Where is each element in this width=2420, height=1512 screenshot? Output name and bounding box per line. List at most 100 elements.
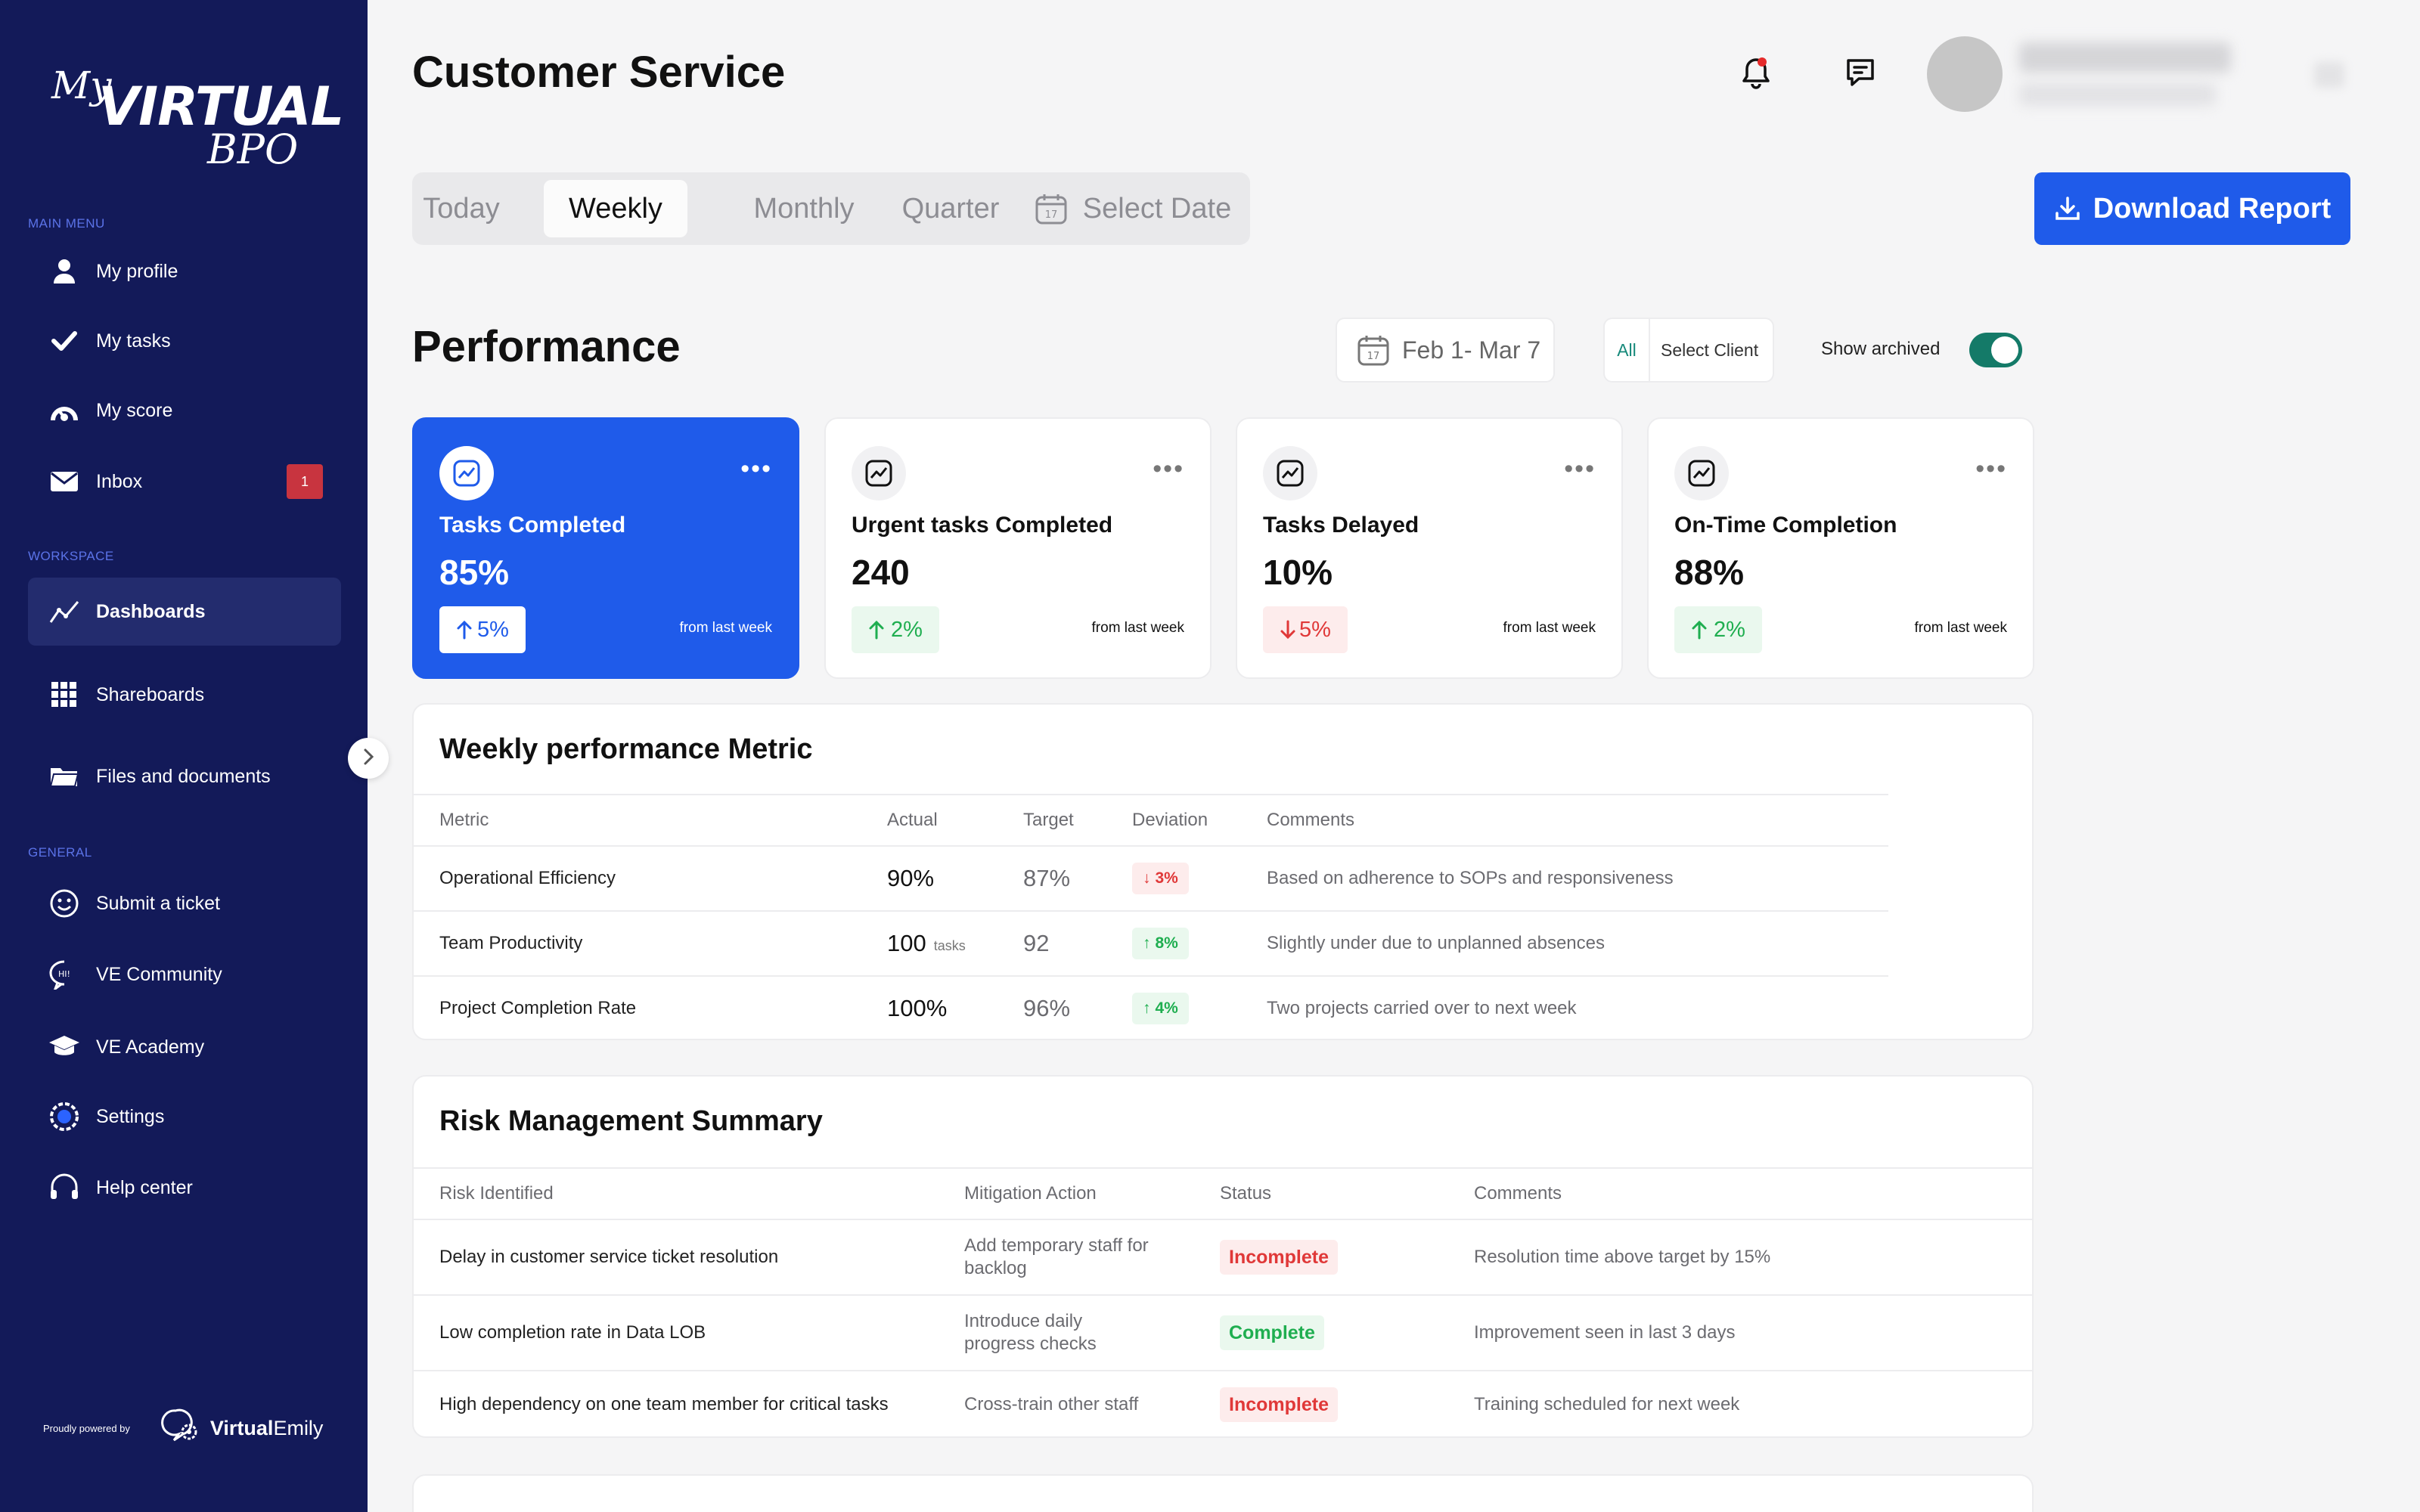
status-badge: Complete [1220, 1296, 1324, 1370]
gauge-icon [46, 392, 82, 429]
sidebar-item-label: Shareboards [96, 683, 205, 705]
calendar-icon: 17 [1035, 192, 1068, 225]
client-filter-all[interactable]: All [1605, 318, 1650, 383]
tab-monthly[interactable]: Monthly [753, 192, 855, 225]
tab-weekly[interactable]: Weekly [544, 180, 687, 237]
sidebar-item-inbox[interactable]: Inbox 1 [28, 448, 341, 516]
powered-by: Proudly powered by VirtualEmily [43, 1408, 323, 1449]
sidebar-item-ve-community[interactable]: HI! VE Community [28, 940, 341, 1009]
logo-my: My [51, 64, 112, 107]
column-header: Comments [1267, 810, 1355, 830]
stat-card-urgent-tasks[interactable]: ••• Urgent tasks Completed 240 2% from l… [824, 417, 1212, 679]
card-menu-icon[interactable]: ••• [1153, 454, 1184, 483]
table-row[interactable]: Delay in customer service ticket resolut… [414, 1220, 2032, 1296]
sidebar-item-label: Dashboards [96, 600, 206, 622]
card-from-text: from last week [1503, 620, 1596, 636]
risk-summary-header: Risk Identified Mitigation Action Status… [414, 1167, 2032, 1220]
app-logo[interactable]: My VIRTUAL BPO [45, 59, 344, 173]
table-row[interactable]: Team Productivity 100 tasks 92 ↑ 8% Slight… [414, 912, 1888, 977]
card-label: Tasks Completed [439, 513, 626, 538]
tab-today[interactable]: Today [423, 192, 500, 225]
metric-comment: Based on adherence to SOPs and responsiv… [1267, 868, 1674, 888]
messages-button[interactable] [1839, 53, 1882, 95]
sidebar-item-settings[interactable]: Settings [28, 1083, 341, 1151]
table-row[interactable]: Low completion rate in Data LOB Introduc… [414, 1296, 2032, 1371]
stat-card-on-time-completion[interactable]: ••• On-Time Completion 88% 2% from last … [1647, 417, 2034, 679]
card-value: 85% [439, 553, 510, 592]
sidebar-item-shareboards[interactable]: Shareboards [28, 661, 341, 729]
metric-target: 87% [1023, 865, 1071, 891]
toggle-knob [1991, 336, 2018, 364]
stat-card-tasks-completed[interactable]: ••• Tasks Completed 85% 5% from last wee… [412, 417, 799, 679]
sidebar-item-my-tasks[interactable]: My tasks [28, 307, 341, 375]
sidebar-item-submit-ticket[interactable]: Submit a ticket [28, 869, 341, 937]
column-header: Mitigation Action [964, 1183, 1097, 1204]
card-menu-icon[interactable]: ••• [740, 454, 772, 483]
arrow-down-icon: ↓ [1143, 869, 1151, 887]
metric-actual: 90% [887, 865, 935, 891]
card-value: 240 [852, 553, 910, 592]
user-avatar[interactable] [1927, 36, 2003, 112]
sidebar-item-my-score[interactable]: My score [28, 376, 341, 445]
metric-actual: 100% [887, 995, 948, 1021]
mitigation-action: Cross-train other staff [964, 1394, 1139, 1414]
risk-name: High dependency on one team member for c… [439, 1394, 889, 1414]
metric-name: Team Productivity [439, 933, 583, 953]
date-range-label: Feb 1- Mar 7 [1402, 336, 1541, 364]
stat-card-tasks-delayed[interactable]: ••• Tasks Delayed 10% 5% from last week [1236, 417, 1623, 679]
sidebar-item-help-center[interactable]: Help center [28, 1154, 341, 1222]
metric-deviation: ↑ 8% [1132, 912, 1189, 975]
user-email-blurred [2019, 83, 2216, 106]
card-change-badge: 2% [852, 606, 939, 653]
tab-select-date[interactable]: 17 Select Date [1023, 180, 1243, 237]
trend-icon [1674, 446, 1729, 500]
arrow-up-icon [1691, 620, 1708, 640]
column-header: Deviation [1132, 810, 1208, 830]
inbox-badge: 1 [287, 464, 323, 499]
sidebar-item-label: My score [96, 399, 173, 421]
download-report-button[interactable]: Download Report [2034, 172, 2350, 245]
date-range-picker[interactable]: 17 Feb 1- Mar 7 [1336, 318, 1555, 383]
table-row[interactable]: Project Completion Rate 100% 96% ↑ 4% Two… [414, 977, 1888, 1039]
sidebar-item-my-profile[interactable]: My profile [28, 237, 341, 305]
message-icon [1844, 56, 1877, 93]
sidebar-item-ve-academy[interactable]: VE Academy [28, 1013, 341, 1081]
sidebar-item-label: VE Academy [96, 1036, 205, 1058]
card-change-badge: 5% [439, 606, 526, 653]
card-menu-icon[interactable]: ••• [1564, 454, 1596, 483]
notification-button[interactable] [1735, 53, 1777, 95]
column-header: Status [1220, 1183, 1272, 1204]
powered-brand: VirtualEmily [209, 1417, 324, 1439]
metric-target: 96% [1023, 995, 1071, 1021]
arrow-up-icon: ↑ [1143, 934, 1151, 952]
arrow-up-icon: ↑ [1143, 999, 1151, 1017]
sidebar-collapse-button[interactable] [348, 738, 389, 779]
user-menu-blurred[interactable] [2314, 62, 2344, 88]
svg-text:17: 17 [1367, 351, 1380, 362]
risk-name: Low completion rate in Data LOB [439, 1322, 706, 1343]
arrow-down-icon [1280, 620, 1296, 640]
calendar-icon: 17 [1337, 333, 1402, 367]
section-label-workspace: WORKSPACE [28, 549, 114, 563]
card-menu-icon[interactable]: ••• [1975, 454, 2007, 483]
tab-quarter[interactable]: Quarter [901, 192, 1000, 225]
grid-icon [46, 677, 82, 713]
column-header: Risk Identified [439, 1183, 554, 1204]
client-filter-select[interactable]: Select Client [1661, 339, 1759, 360]
table-row[interactable]: Operational Efficiency 90% 87% ↓ 3% Based… [414, 847, 1888, 912]
weekly-metric-panel: Weekly performance Metric Metric Actual … [412, 703, 2034, 1040]
trend-icon [852, 446, 906, 500]
sidebar-item-label: VE Community [96, 963, 222, 985]
chevron-right-icon [361, 748, 376, 770]
risk-comment: Improvement seen in last 3 days [1474, 1322, 1736, 1343]
powered-by-text: Proudly powered by [43, 1423, 130, 1434]
section-label-main: MAIN MENU [28, 216, 105, 231]
table-row[interactable]: High dependency on one team member for c… [414, 1371, 2032, 1436]
sidebar-item-dashboards[interactable]: Dashboards [28, 578, 341, 646]
sidebar-item-files-and-documents[interactable]: Files and documents [28, 742, 341, 810]
sidebar-item-label: Inbox [96, 470, 143, 492]
user-name-blurred[interactable] [2019, 42, 2231, 73]
sidebar-item-label: My tasks [96, 330, 171, 352]
show-archived-toggle[interactable] [1969, 333, 2022, 367]
logo-bpo: BPO [207, 125, 299, 173]
